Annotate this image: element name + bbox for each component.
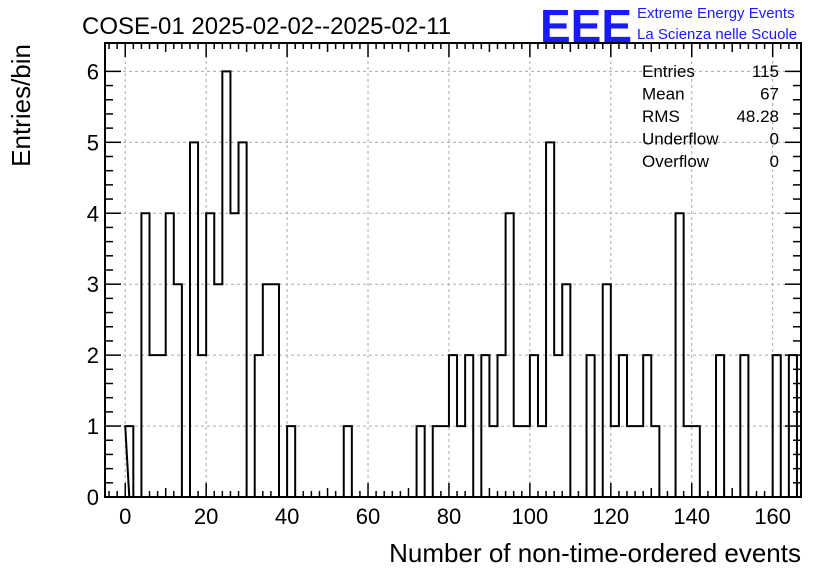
y-tick-label: 5 bbox=[87, 130, 99, 155]
y-tick-label: 4 bbox=[87, 201, 99, 226]
x-tick-label: 40 bbox=[275, 504, 299, 529]
x-tick-label: 80 bbox=[437, 504, 461, 529]
tick-labels: 0 20 40 60 80 100 120 140 160 0 1 2 3 4 5 6 bbox=[87, 59, 791, 529]
eee-logo: EEE Extreme Energy Events La Scienza nel… bbox=[540, 0, 797, 52]
x-tick-label: 160 bbox=[754, 504, 791, 529]
stats-box: Entries 115 Mean 67 RMS 48.28 Underflow 0 Overfl… bbox=[642, 62, 779, 171]
stats-label: RMS bbox=[642, 107, 680, 126]
y-axis-title: Entries/bin bbox=[6, 44, 36, 167]
stats-label: Underflow bbox=[642, 130, 719, 149]
stats-value: 0 bbox=[770, 130, 779, 149]
ticks-layer bbox=[105, 43, 801, 498]
stats-label: Overflow bbox=[642, 152, 710, 171]
stats-label: Mean bbox=[642, 85, 685, 104]
histogram-outline bbox=[121, 70, 798, 498]
stats-value: 115 bbox=[752, 62, 779, 81]
y-tick-label: 3 bbox=[87, 272, 99, 297]
stats-label: Entries bbox=[642, 62, 695, 81]
logo-line-1: Extreme Energy Events bbox=[637, 5, 795, 22]
y-tick-label: 2 bbox=[87, 343, 99, 368]
x-tick-label: 100 bbox=[512, 504, 549, 529]
y-tick-label: 6 bbox=[87, 59, 99, 84]
y-tick-label: 0 bbox=[87, 485, 99, 510]
x-tick-label: 20 bbox=[194, 504, 218, 529]
stats-value: 67 bbox=[760, 85, 779, 104]
y-tick-label: 1 bbox=[87, 414, 99, 439]
x-tick-label: 0 bbox=[119, 504, 131, 529]
grid-layer bbox=[105, 43, 801, 498]
chart-title: COSE-01 2025-02-02--2025-02-11 bbox=[82, 13, 451, 40]
stats-value: 0 bbox=[770, 152, 779, 171]
logo-acronym: EEE bbox=[540, 0, 632, 52]
x-tick-label: 60 bbox=[356, 504, 380, 529]
x-tick-label: 140 bbox=[673, 504, 710, 529]
plot-frame bbox=[104, 42, 802, 498]
x-tick-label: 120 bbox=[592, 504, 629, 529]
stats-value: 48.28 bbox=[736, 107, 779, 126]
logo-line-2: La Scienza nelle Scuole bbox=[637, 26, 797, 43]
x-axis-title: Number of non-time-ordered events bbox=[389, 538, 801, 568]
